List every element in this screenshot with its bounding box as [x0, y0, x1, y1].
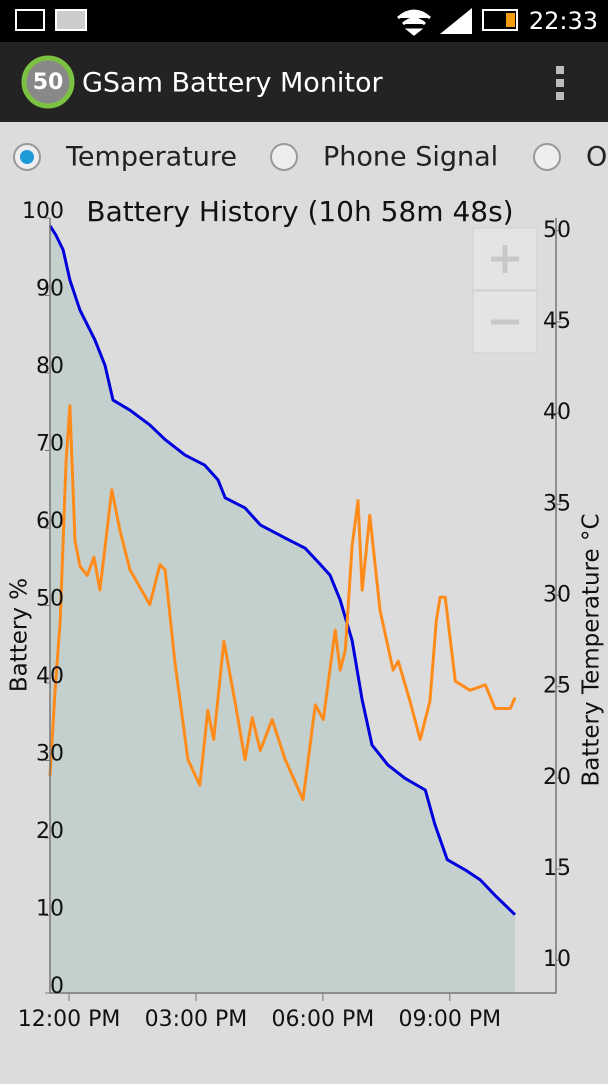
area [50, 225, 515, 994]
y2-tick-label: 30 [543, 582, 571, 607]
y2-tick-label: 35 [543, 491, 571, 516]
y-tick-label: 40 [36, 664, 64, 689]
option-label: Temperature [65, 142, 237, 173]
line [48, 404, 517, 802]
chart: 0 10 20 30 40 50 60 70 80 90 100 10 15 20 25 30 35 40 45 50… [18, 199, 571, 1032]
chart-title: Battery History (10h 58m 48s) [86, 195, 513, 228]
y-tick-label: 70 [36, 432, 64, 457]
option-label: Phone Signal [323, 142, 498, 173]
y-tick-label: 60 [36, 509, 64, 534]
radio-phone-signal[interactable]: Phone Signal [270, 142, 498, 173]
y-tick-label: 80 [36, 354, 64, 379]
zoom-in[interactable] [472, 227, 538, 291]
app-icon [21, 55, 75, 109]
app-bar [0, 42, 608, 122]
battery-icon [482, 9, 518, 31]
y2-tick-label: 25 [543, 674, 571, 699]
x-tick-label: 06:00 PM [272, 1007, 375, 1032]
y2-tick-label: 10 [543, 947, 571, 972]
radio-other[interactable]: O [533, 142, 607, 173]
y-tick-label: 90 [36, 277, 64, 302]
y2-tick-label: 40 [543, 400, 571, 425]
y2-tick-label: 15 [543, 856, 571, 881]
y2-tick-label: 45 [543, 309, 571, 334]
clock: 22:33 [529, 7, 598, 35]
y-axis-label: Battery % [7, 578, 33, 692]
y-tick-label: 50 [36, 587, 64, 612]
y-tick-label: 10 [36, 897, 64, 922]
x-tick-label: 09:00 PM [398, 1007, 501, 1032]
y-tick-label: 100 [22, 199, 64, 224]
y2-tick-label: 20 [543, 765, 571, 790]
y-tick-label: 20 [36, 819, 64, 844]
notification-icon [55, 9, 87, 31]
y-tick-label: 30 [36, 742, 64, 767]
y2-tick-label: 50 [543, 218, 571, 243]
x-tick-label: 03:00 PM [145, 1007, 248, 1032]
line [48, 224, 517, 916]
wifi-icon [397, 9, 431, 36]
y2-axis-label: Battery Temperature °C [579, 513, 605, 786]
radio-temperature[interactable]: Temperature [13, 142, 237, 173]
x-tick-label: 12:00 PM [18, 1007, 121, 1032]
option-label: O [586, 142, 607, 173]
overflow-menu[interactable] [556, 66, 564, 100]
zoom-out[interactable] [472, 290, 538, 354]
notification-icon [15, 9, 45, 31]
y-tick-label: 0 [50, 974, 64, 999]
app-badge: 50 [33, 70, 64, 95]
battery-level [506, 13, 515, 27]
app-title: GSam Battery Monitor [82, 68, 384, 99]
signal-icon [440, 8, 472, 34]
